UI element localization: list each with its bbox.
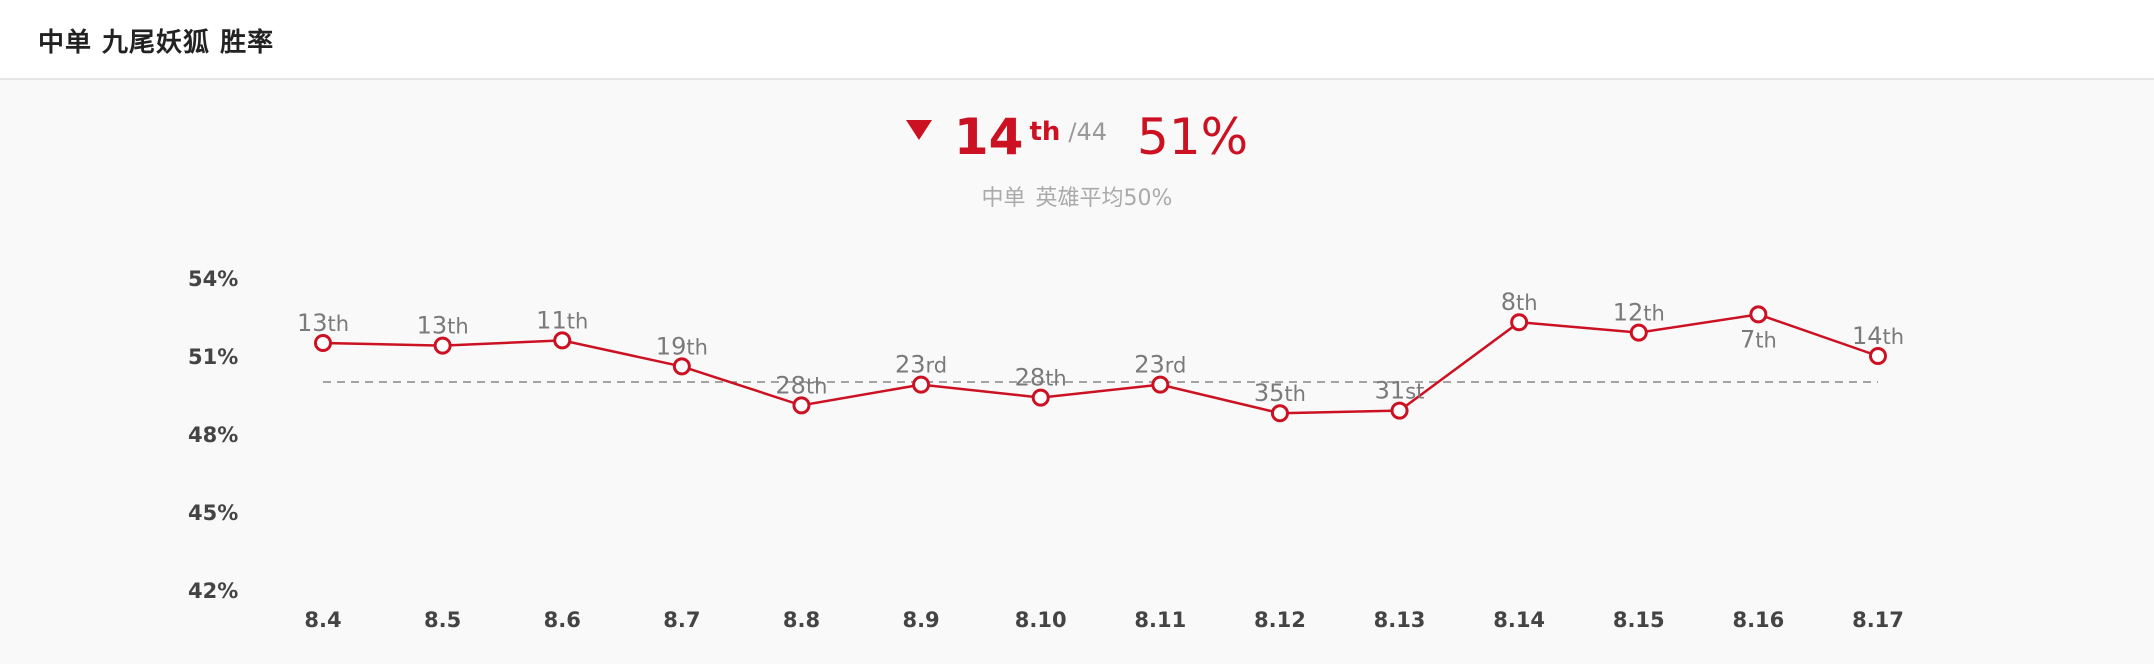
page-header: 中单 九尾妖狐 胜率 — [0, 0, 2154, 80]
point-rank-label: 12th — [1613, 299, 1665, 327]
y-tick-label: 45% — [188, 501, 238, 525]
data-point — [672, 357, 691, 376]
x-tick-label: 8.11 — [1134, 608, 1186, 632]
point-rank-label: 7th — [1740, 325, 1777, 353]
x-tick-label: 8.17 — [1852, 608, 1904, 632]
data-point — [1151, 375, 1170, 394]
role-average: 中单 英雄平均50% — [0, 180, 2154, 212]
point-rank-label: 23rd — [1134, 351, 1186, 379]
page-title: 中单 九尾妖狐 胜率 — [38, 28, 275, 58]
x-tick-label: 8.4 — [304, 608, 341, 632]
y-tick-label: 54% — [188, 267, 238, 291]
point-rank-label: 19th — [656, 332, 708, 360]
point-rank-label: 35th — [1254, 379, 1306, 407]
point-rank-label: 11th — [536, 306, 588, 334]
data-point — [1869, 347, 1887, 365]
rank-suffix: th — [1029, 117, 1061, 147]
data-point — [1390, 401, 1409, 420]
point-rank-label: 14th — [1852, 322, 1904, 350]
y-tick-label: 51% — [188, 345, 238, 369]
data-point — [314, 334, 332, 352]
x-tick-label: 8.12 — [1254, 608, 1306, 632]
x-tick-label: 8.8 — [783, 608, 820, 632]
point-rank-label: 31st — [1375, 377, 1425, 405]
data-point — [1510, 313, 1529, 332]
point-rank-label: 28th — [775, 371, 827, 399]
point-rank-label: 8th — [1501, 288, 1538, 316]
point-rank-label: 13th — [417, 312, 469, 340]
rank-line: 14 th /44 51% — [905, 108, 1249, 166]
x-tick-label: 8.10 — [1015, 608, 1067, 632]
rank-summary: 14 th /44 51% 中单 英雄平均50% — [0, 108, 2154, 212]
rank-number: 14 — [953, 108, 1024, 166]
x-tick-label: 8.9 — [902, 608, 939, 632]
x-tick-label: 8.14 — [1493, 608, 1545, 632]
x-tick-label: 8.7 — [663, 608, 700, 632]
x-tick-label: 8.16 — [1732, 608, 1784, 632]
data-point — [433, 336, 452, 355]
win-rate-value: 51% — [1137, 108, 1249, 166]
rank-total: /44 — [1068, 118, 1108, 146]
data-point — [553, 331, 572, 350]
point-rank-label: 23rd — [895, 351, 947, 379]
point-rank-label: 13th — [297, 309, 349, 337]
data-point — [792, 396, 811, 415]
x-tick-label: 8.13 — [1374, 608, 1426, 632]
triangle-down-icon — [905, 120, 932, 140]
role-label: 中单 — [981, 186, 1026, 211]
data-point — [1270, 404, 1289, 423]
average-label: 英雄平均50% — [1035, 186, 1173, 211]
data-point — [912, 375, 931, 394]
y-tick-label: 48% — [188, 423, 238, 447]
x-tick-label: 8.5 — [424, 608, 461, 632]
data-point — [1629, 323, 1648, 342]
x-tick-label: 8.6 — [544, 608, 581, 632]
y-tick-label: 42% — [188, 579, 238, 603]
win-rate-series-line — [322, 313, 1879, 415]
data-point — [1031, 388, 1050, 407]
data-point — [1749, 305, 1768, 324]
point-rank-label: 28th — [1015, 364, 1067, 392]
x-tick-label: 8.15 — [1613, 608, 1665, 632]
